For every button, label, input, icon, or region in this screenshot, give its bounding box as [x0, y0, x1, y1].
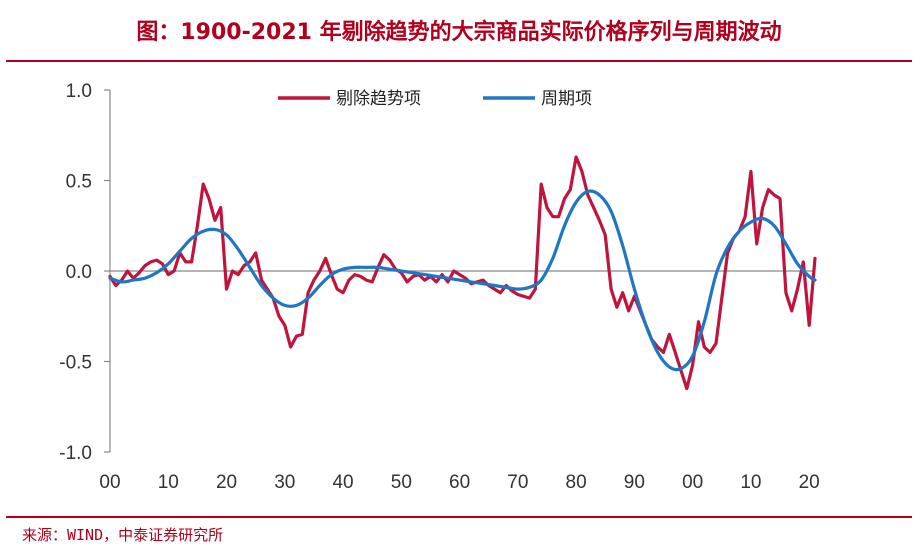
- x-tick-label: 90: [624, 472, 645, 493]
- x-tick-label: 10: [158, 472, 179, 493]
- x-tick-label: 00: [682, 472, 703, 493]
- y-tick-label: -0.5: [59, 353, 92, 374]
- series-layer: [108, 155, 817, 391]
- y-tick-label: -1.0: [59, 443, 92, 464]
- legend: 剔除趋势项 周期项: [278, 89, 592, 109]
- series-line-detrended: [108, 155, 817, 391]
- series-line-cycle: [108, 189, 817, 372]
- x-tick-label: 40: [332, 472, 353, 493]
- y-tick-label: 1.0: [66, 81, 92, 102]
- legend-item-cycle: 周期项: [483, 89, 592, 109]
- x-tick-label: 10: [740, 472, 761, 493]
- x-tick-label: 00: [99, 472, 120, 493]
- legend-label: 剔除趋势项: [336, 89, 421, 109]
- legend-label: 周期项: [541, 89, 592, 109]
- x-tick-label: 20: [216, 472, 237, 493]
- x-tick-label: 20: [799, 472, 820, 493]
- title-underline: [6, 60, 912, 62]
- x-tick-label: 60: [449, 472, 470, 493]
- y-tick-label: 0.0: [66, 262, 92, 283]
- x-tick-label: 80: [566, 472, 587, 493]
- x-tick-label: 70: [507, 472, 528, 493]
- chart-title: 图：1900-2021 年剔除趋势的大宗商品实际价格序列与周期波动: [136, 20, 782, 45]
- y-tick-label: 0.5: [66, 172, 92, 193]
- x-tick-label: 50: [391, 472, 412, 493]
- axis-layer: 1.0 0.5 0.0 -0.5 -1.0 00 10 20 30 40 50 60 70 80 90 00 1…: [59, 81, 819, 493]
- footer-rule: [6, 516, 912, 518]
- x-tick-label: 30: [274, 472, 295, 493]
- source-note: 来源：WIND，中泰证券研究所: [22, 526, 224, 544]
- legend-item-detrended: 剔除趋势项: [278, 89, 421, 109]
